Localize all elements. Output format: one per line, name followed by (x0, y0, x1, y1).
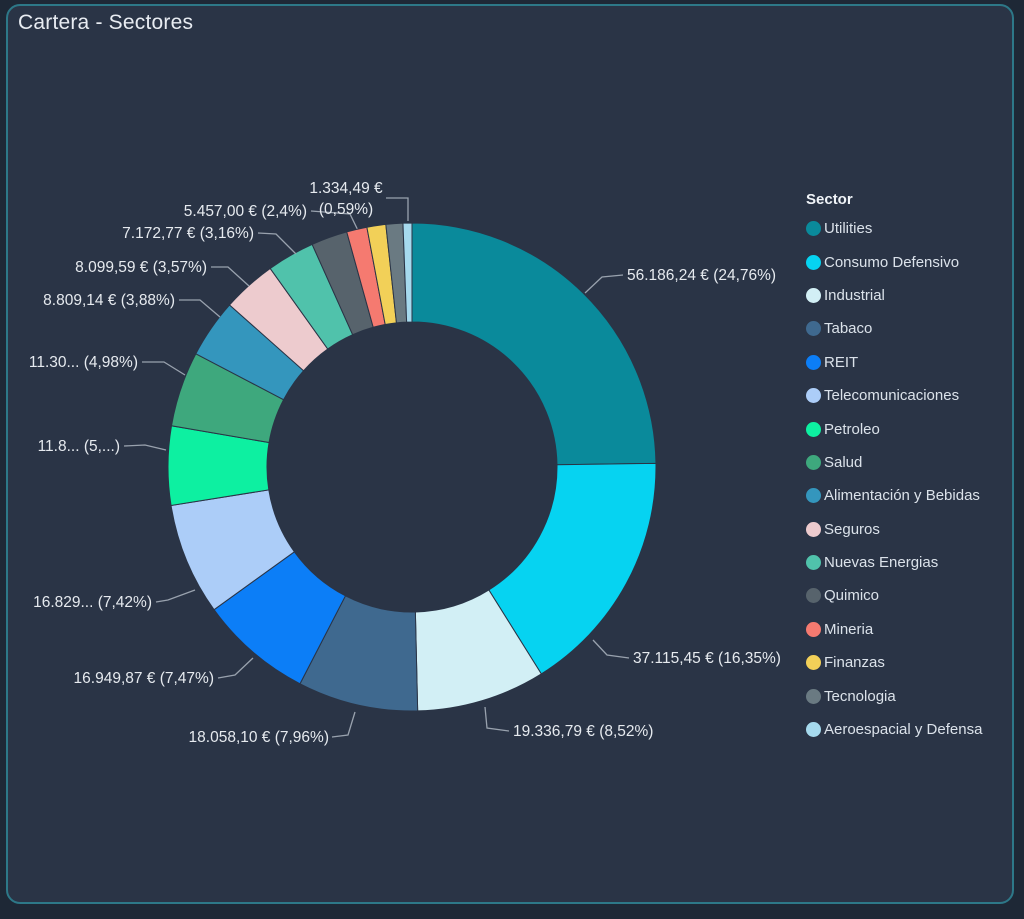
legend-marker-utilities (806, 221, 821, 237)
legend-label: REIT (824, 353, 859, 371)
label-leader-salud (142, 361, 186, 376)
slice-aeroespacial-y-defensa[interactable] (402, 222, 413, 323)
legend-label: Finanzas (824, 654, 885, 672)
legend-marker-nuevas-energias (806, 555, 821, 571)
slice-label-tabaco: 18.058,10 € (7,96%) (189, 729, 329, 746)
legend-item-tecnologia[interactable]: Tecnologia (806, 679, 1018, 712)
legend-label: Utilities (824, 220, 873, 238)
legend-label: Tecnologia (824, 687, 896, 705)
legend-items: Utilities Consumo Defensivo Industrial Taba… (806, 212, 1018, 746)
legend-label: Nuevas Energias (824, 554, 939, 572)
legend-item-finanzas[interactable]: Finanzas (806, 646, 1018, 679)
legend-label: Tabaco (824, 320, 873, 338)
legend-item-mineria[interactable]: Mineria (806, 613, 1018, 646)
legend-item-tabaco[interactable]: Tabaco (806, 312, 1018, 345)
legend-item-reit[interactable]: REIT (806, 346, 1018, 379)
legend-marker-reit (806, 354, 821, 370)
legend-marker-seguros (806, 521, 821, 537)
slice-utilities[interactable] (411, 222, 657, 466)
label-leader-reit (217, 657, 254, 679)
label-leader-petroleo (123, 444, 167, 451)
slice-label-salud: 11.30... (4,98%) (29, 354, 138, 371)
legend-item-utilities[interactable]: Utilities (806, 212, 1018, 245)
slice-label-telecomunicaciones: 16.829... (7,42%) (33, 594, 152, 611)
label-leader-tabaco (331, 711, 356, 738)
legend-marker-industrial (806, 287, 821, 303)
legend-label: Petroleo (824, 420, 880, 438)
legend-marker-tecnologia (806, 688, 821, 704)
label-leader-consumo-defensivo (592, 639, 630, 659)
label-leader-aeroespacial-y-defensa (386, 197, 409, 221)
legend-item-alimentacion-y-bebidas[interactable]: Alimentación y Bebidas (806, 479, 1018, 512)
legend-marker-tabaco (806, 321, 821, 337)
legend-label: Alimentación y Bebidas (824, 487, 980, 505)
slice-label-industrial: 19.336,79 € (8,52%) (513, 723, 653, 740)
legend-marker-aeroespacial-y-defensa (806, 722, 821, 738)
legend-marker-salud (806, 454, 821, 470)
legend-label: Mineria (824, 620, 874, 638)
slice-label-alimentacion-y-bebidas: 8.809,14 € (3,88%) (43, 292, 175, 309)
legend-label: Salud (824, 453, 863, 471)
legend-item-aeroespacial-y-defensa[interactable]: Aeroespacial y Defensa (806, 713, 1018, 746)
slice-label-seguros: 8.099,59 € (3,57%) (75, 259, 207, 276)
visual-title: Cartera - Sectores (18, 11, 194, 34)
legend-title: Sector (806, 191, 853, 208)
slice-label-nuevas-energias: 7.172,77 € (3,16%) (122, 225, 254, 242)
slice-label-aeroespacial-y-defensa: 1.334,49 € (0,59%) (309, 180, 383, 218)
legend-item-consumo-defensivo[interactable]: Consumo Defensivo (806, 245, 1018, 278)
legend-marker-petroleo (806, 421, 821, 437)
legend-marker-telecomunicaciones (806, 388, 821, 404)
legend-item-petroleo[interactable]: Petroleo (806, 412, 1018, 445)
legend-label: Consumo Defensivo (824, 253, 960, 271)
legend-item-salud[interactable]: Salud (806, 446, 1018, 479)
legend-marker-quimico (806, 588, 821, 604)
legend-label: Aeroespacial y Defensa (824, 721, 983, 739)
slice-label-consumo-defensivo: 37.115,45 € (16,35%) (633, 650, 781, 667)
slice-consumo-defensivo[interactable] (488, 462, 657, 675)
legend-item-nuevas-energias[interactable]: Nuevas Energias (806, 546, 1018, 579)
slice-label-utilities: 56.186,24 € (24,76%) (627, 267, 776, 284)
legend-label: Quimico (824, 587, 880, 605)
legend-item-quimico[interactable]: Quimico (806, 579, 1018, 612)
legend-marker-consumo-defensivo (806, 254, 821, 270)
label-leader-telecomunicaciones (155, 589, 196, 603)
legend-marker-alimentacion-y-bebidas (806, 488, 821, 504)
slice-label-reit: 16.949,87 € (7,47%) (74, 670, 214, 687)
slice-label-quimico: 5.457,00 € (2,4%) (184, 203, 307, 220)
slice-label-petroleo: 11.8... (5,...) (38, 438, 120, 455)
label-leader-nuevas-energias (257, 232, 297, 255)
label-leader-utilities (584, 274, 624, 294)
legend-marker-finanzas (806, 655, 821, 671)
legend-label: Industrial (824, 286, 885, 304)
legend-item-telecomunicaciones[interactable]: Telecomunicaciones (806, 379, 1018, 412)
label-leader-alimentacion-y-bebidas (179, 299, 221, 318)
legend-item-industrial[interactable]: Industrial (806, 279, 1018, 312)
label-leader-seguros (211, 266, 250, 287)
legend-item-seguros[interactable]: Seguros (806, 513, 1018, 546)
label-leader-industrial (484, 706, 510, 732)
legend-marker-mineria (806, 621, 821, 637)
legend-label: Seguros (824, 520, 880, 538)
legend: Sector Utilities Consumo Defensivo Industr… (806, 190, 1018, 746)
legend-label: Telecomunicaciones (824, 387, 960, 405)
